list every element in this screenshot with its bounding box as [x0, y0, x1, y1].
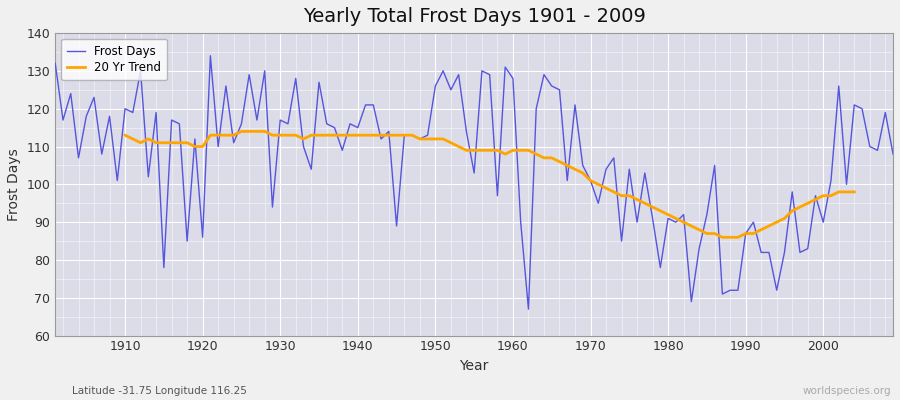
Text: Latitude -31.75 Longitude 116.25: Latitude -31.75 Longitude 116.25: [72, 386, 247, 396]
Line: 20 Yr Trend: 20 Yr Trend: [125, 131, 854, 237]
20 Yr Trend: [662, 212, 673, 217]
Y-axis label: Frost Days: Frost Days: [7, 148, 21, 221]
Frost Days: [616, 239, 627, 244]
Text: worldspecies.org: worldspecies.org: [803, 386, 891, 396]
20 Yr Trend: [639, 201, 650, 206]
Frost Days: [291, 76, 302, 81]
Legend: Frost Days, 20 Yr Trend: Frost Days, 20 Yr Trend: [61, 39, 167, 80]
Frost Days: [516, 220, 526, 224]
20 Yr Trend: [670, 216, 681, 221]
Line: Frost Days: Frost Days: [55, 56, 893, 309]
20 Yr Trend: [624, 193, 634, 198]
20 Yr Trend: [236, 129, 247, 134]
Frost Days: [887, 152, 898, 156]
20 Yr Trend: [120, 133, 130, 138]
Frost Days: [523, 307, 534, 312]
X-axis label: Year: Year: [460, 359, 489, 373]
20 Yr Trend: [150, 140, 161, 145]
20 Yr Trend: [717, 235, 728, 240]
Title: Yearly Total Frost Days 1901 - 2009: Yearly Total Frost Days 1901 - 2009: [302, 7, 645, 26]
Frost Days: [112, 178, 122, 183]
Frost Days: [205, 53, 216, 58]
20 Yr Trend: [849, 190, 859, 194]
20 Yr Trend: [259, 129, 270, 134]
Frost Days: [508, 76, 518, 81]
Frost Days: [337, 148, 347, 153]
Frost Days: [50, 61, 60, 66]
